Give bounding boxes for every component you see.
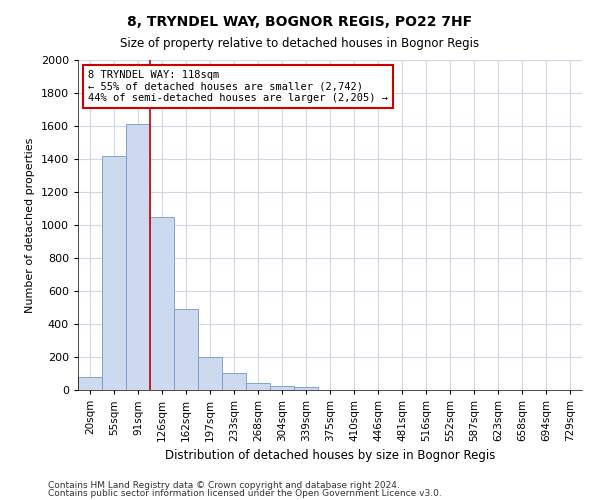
Bar — [270, 386, 294, 390]
Y-axis label: Number of detached properties: Number of detached properties — [25, 138, 35, 312]
Text: 8 TRYNDEL WAY: 118sqm
← 55% of detached houses are smaller (2,742)
44% of semi-d: 8 TRYNDEL WAY: 118sqm ← 55% of detached … — [88, 70, 388, 103]
Bar — [102, 156, 126, 390]
Bar — [246, 384, 270, 390]
Text: Contains HM Land Registry data © Crown copyright and database right 2024.: Contains HM Land Registry data © Crown c… — [48, 480, 400, 490]
Bar — [174, 309, 198, 390]
X-axis label: Distribution of detached houses by size in Bognor Regis: Distribution of detached houses by size … — [165, 450, 495, 462]
Bar — [294, 386, 318, 390]
Bar — [78, 377, 102, 390]
Text: 8, TRYNDEL WAY, BOGNOR REGIS, PO22 7HF: 8, TRYNDEL WAY, BOGNOR REGIS, PO22 7HF — [127, 15, 473, 29]
Bar — [198, 357, 222, 390]
Text: Contains public sector information licensed under the Open Government Licence v3: Contains public sector information licen… — [48, 489, 442, 498]
Bar — [150, 217, 174, 390]
Bar — [126, 124, 150, 390]
Text: Size of property relative to detached houses in Bognor Regis: Size of property relative to detached ho… — [121, 38, 479, 51]
Bar — [222, 372, 246, 390]
